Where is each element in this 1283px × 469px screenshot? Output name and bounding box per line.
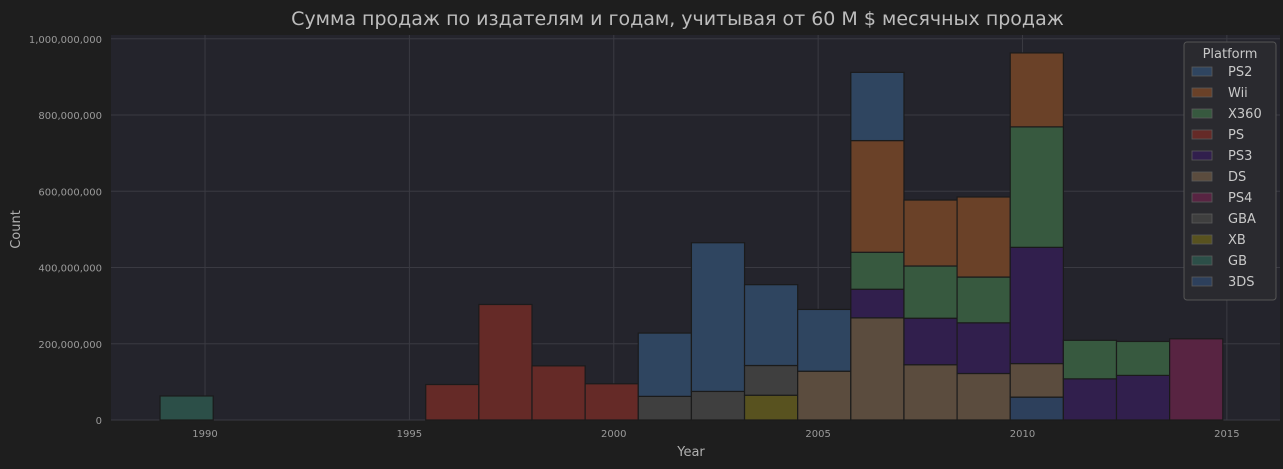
bar-segment-ps3 <box>903 317 958 366</box>
legend-item-ps3: PS3 <box>1191 149 1252 164</box>
bar-segment-ds <box>797 370 852 421</box>
legend: Platform PS2 Wii X360 PS PS3 DS PS4 GBA XB GB 3DS <box>1183 41 1277 301</box>
bar-segment-ds <box>850 317 905 421</box>
bar-segment-ds <box>1009 362 1064 398</box>
legend-swatch <box>1191 255 1213 266</box>
bar-segment-x360 <box>1115 340 1171 377</box>
x-tick-label: 2010 <box>1010 429 1035 440</box>
bar-segment-ps <box>478 303 533 421</box>
bar-segment-x360 <box>956 276 1011 324</box>
legend-item-3ds: 3DS <box>1191 275 1255 290</box>
bar-segment-ps3 <box>1115 374 1171 421</box>
legend-label: PS <box>1228 128 1244 143</box>
bar-segment-wii <box>1009 52 1064 128</box>
legend-label: GB <box>1228 254 1247 269</box>
x-tick-label: 2015 <box>1214 429 1239 440</box>
legend-label: GBA <box>1228 212 1256 227</box>
bar-segment-ps3 <box>1009 246 1064 365</box>
chart-title: Сумма продаж по издателям и годам, учиты… <box>291 8 1064 30</box>
y-tick-label: 0 <box>96 416 102 427</box>
bar-segment-gba <box>690 390 746 421</box>
bar-segment-ps2 <box>637 332 693 397</box>
legend-swatch <box>1191 171 1213 182</box>
y-tick-label: 600,000,000 <box>38 187 102 198</box>
bar-segment-gba <box>743 364 799 396</box>
bar-segment-wii <box>850 139 905 253</box>
legend-label: 3DS <box>1228 275 1255 290</box>
bar-segment-x360 <box>850 251 905 290</box>
y-tick-label: 400,000,000 <box>38 264 102 275</box>
legend-swatch <box>1191 276 1213 287</box>
legend-swatch <box>1191 150 1213 161</box>
x-axis-ticks: 1990 1995 2000 2005 2010 2015 <box>192 429 1239 440</box>
y-tick-label: 800,000,000 <box>38 111 102 122</box>
legend-label: X360 <box>1228 107 1262 122</box>
bar-segment-ps3 <box>956 322 1011 375</box>
bar-segment-ps2 <box>850 71 905 142</box>
bar-segment-ps <box>584 383 639 421</box>
legend-swatch <box>1191 129 1213 140</box>
bar-segment-gba <box>637 395 693 421</box>
legend-swatch <box>1191 192 1213 203</box>
bar-segment-wii <box>903 199 958 267</box>
x-tick-label: 2000 <box>601 429 626 440</box>
bar-segment-x360 <box>1062 339 1118 380</box>
bar-segment-ps3 <box>1062 378 1118 421</box>
y-axis-ticks: 0 200,000,000 400,000,000 600,000,000 800,00… <box>29 35 102 427</box>
x-tick-label: 1995 <box>397 429 422 440</box>
legend-item-gb: GB <box>1191 254 1247 269</box>
legend-title: Platform <box>1203 47 1258 62</box>
legend-swatch <box>1191 234 1213 245</box>
legend-swatch <box>1191 213 1213 224</box>
bar-segment-ps3 <box>850 288 905 319</box>
x-axis-title: Year <box>676 445 705 460</box>
bar-segment-ps2 <box>797 308 852 372</box>
legend-item-ps2: PS2 <box>1191 65 1252 80</box>
legend-item-x360: X360 <box>1191 107 1262 122</box>
bar-segment-gb <box>159 395 214 421</box>
legend-swatch <box>1191 87 1213 98</box>
bar-segment-wii <box>956 196 1011 278</box>
legend-label: DS <box>1228 170 1246 185</box>
bar-segment-x360 <box>903 265 958 319</box>
bar-segment-x360 <box>1009 126 1064 248</box>
bar-segment-ps2 <box>743 284 799 367</box>
legend-label: PS3 <box>1228 149 1252 164</box>
legend-item-xb: XB <box>1191 233 1246 248</box>
bars <box>159 52 1224 421</box>
legend-swatch <box>1191 66 1213 77</box>
y-axis-title: Count <box>9 210 24 249</box>
bar-segment-xb <box>743 394 799 421</box>
legend-item-ps: PS <box>1191 128 1244 143</box>
bar-segment-ps <box>425 383 480 421</box>
legend-item-ps4: PS4 <box>1191 191 1252 206</box>
legend-label: Wii <box>1228 86 1248 101</box>
legend-label: PS2 <box>1228 65 1252 80</box>
legend-item-gba: GBA <box>1191 212 1256 227</box>
legend-label: XB <box>1228 233 1246 248</box>
bar-segment-ps2 <box>690 242 746 393</box>
y-tick-label: 1,000,000,000 <box>29 35 102 46</box>
legend-item-ds: DS <box>1191 170 1246 185</box>
legend-swatch <box>1191 108 1213 119</box>
bar-segment-ps4 <box>1169 338 1224 421</box>
bar-segment-ds <box>956 372 1011 421</box>
legend-label: PS4 <box>1228 191 1252 206</box>
y-tick-label: 200,000,000 <box>38 340 102 351</box>
bar-segment-ds <box>903 364 958 421</box>
x-tick-label: 1990 <box>192 429 217 440</box>
bar-segment-3ds <box>1009 396 1064 421</box>
x-tick-label: 2005 <box>805 429 830 440</box>
legend-item-wii: Wii <box>1191 86 1248 101</box>
bar-segment-ps <box>531 365 586 421</box>
